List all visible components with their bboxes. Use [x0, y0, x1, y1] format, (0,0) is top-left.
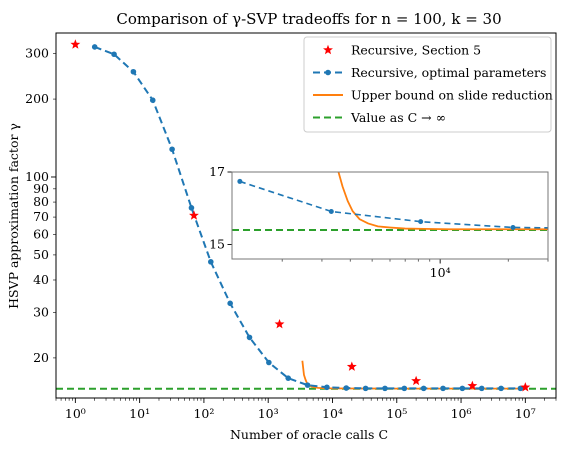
- optimal-point: [149, 97, 156, 104]
- legend-label: Recursive, optimal parameters: [351, 65, 546, 80]
- optimal-point: [343, 385, 350, 391]
- section5-point: [189, 210, 199, 220]
- y-tick-label: 70: [33, 209, 49, 224]
- legend-label: Value as C → ∞: [350, 110, 446, 125]
- y-tick-label: 90: [33, 181, 49, 196]
- y-tick-label: 80: [33, 194, 49, 209]
- legend-star-marker: [323, 44, 333, 55]
- inset-background: [232, 172, 548, 259]
- x-ticks: 10⁰ 10¹ 10² 10³ 10⁴ 10⁵ 10⁶ 10⁷: [55, 398, 557, 421]
- section5-point: [346, 361, 357, 371]
- inset-slide-bound-line: [337, 172, 548, 231]
- y-tick-label: 20: [33, 350, 49, 365]
- y-tick-label: 300: [25, 45, 49, 60]
- legend-entry: Upper bound on slide reduction: [313, 87, 553, 102]
- y-tick-label: 100: [25, 169, 49, 184]
- optimal-point: [362, 385, 369, 392]
- x-tick-label: 10³: [258, 406, 279, 421]
- optimal-point: [266, 359, 272, 366]
- optimal-point: [401, 385, 408, 392]
- section5-point: [70, 39, 81, 49]
- x-tick-label: 10⁴: [322, 406, 343, 421]
- inset-x-tick-label: 10⁴: [430, 265, 451, 280]
- inset-y-tick-label: 15: [209, 237, 225, 252]
- inset-optimal-point: [510, 224, 516, 230]
- optimal-point: [459, 385, 466, 392]
- legend-dot-marker: [325, 69, 331, 76]
- optimal-point: [130, 68, 137, 75]
- inset-optimal-line: [239, 180, 548, 229]
- x-tick-label: 10⁷: [515, 406, 536, 421]
- optimal-point: [478, 385, 485, 392]
- y-tick-label: 30: [33, 304, 49, 319]
- section5-point: [467, 380, 478, 391]
- series-optimal-line: [94, 46, 521, 390]
- y-tick-label: 200: [25, 91, 49, 106]
- optimal-point: [169, 146, 175, 153]
- y-axis-label: HSVP approximation factor γ: [6, 123, 21, 309]
- chart-title: Comparison of γ-SVP tradeoffs for n = 10…: [116, 10, 501, 28]
- plot-frame: [55, 32, 557, 399]
- inset-optimal-point: [328, 209, 334, 215]
- inset-y-tick-label: 17: [209, 164, 225, 179]
- optimal-point: [91, 44, 98, 50]
- x-tick-label: 10⁶: [451, 406, 472, 421]
- x-tick-label: 10²: [193, 406, 214, 421]
- legend: Recursive, Section 5 Recursive, optimal p…: [303, 36, 553, 133]
- main-series: [56, 39, 556, 392]
- optimal-point: [324, 384, 330, 391]
- inset-optimal-point: [418, 219, 424, 225]
- optimal-point: [111, 51, 117, 58]
- inset-series: [232, 172, 548, 231]
- y-tick-label: 40: [33, 272, 49, 287]
- optimal-point: [227, 300, 233, 307]
- legend-label: Recursive, Section 5: [351, 42, 481, 57]
- inset-frame: [231, 171, 549, 260]
- x-tick-label: 10¹: [129, 406, 150, 421]
- main-plot: 10⁰ 10¹ 10² 10³ 10⁴ 10⁵ 10⁶ 10⁷ 20 30 40 50 60 708090…: [25, 32, 557, 421]
- y-tick-label: 60: [33, 226, 49, 241]
- section5-point: [520, 382, 531, 392]
- y-tick-label: 50: [33, 247, 49, 262]
- optimal-point: [208, 259, 214, 265]
- optimal-point: [420, 385, 427, 392]
- inset-plot: 10⁴ 15 17: [209, 164, 549, 280]
- section5-point: [411, 375, 422, 386]
- x-axis-label: Number of oracle calls C: [230, 427, 388, 442]
- legend-entry: Value as C → ∞: [313, 110, 446, 125]
- optimal-point: [440, 385, 446, 392]
- optimal-point: [188, 205, 195, 211]
- optimal-point: [285, 375, 292, 381]
- optimal-point: [304, 382, 311, 388]
- legend-label: Upper bound on slide reduction: [351, 87, 553, 102]
- legend-entry: Recursive, optimal parameters: [313, 65, 546, 80]
- legend-entry: Recursive, Section 5: [323, 42, 481, 57]
- optimal-point: [246, 334, 253, 341]
- legend-box: [303, 36, 552, 133]
- inset-optimal-point: [237, 178, 243, 184]
- optimal-point: [517, 385, 524, 392]
- x-tick-label: 10⁰: [65, 406, 86, 421]
- optimal-point: [382, 385, 388, 392]
- optimal-point: [498, 385, 504, 392]
- section5-point: [274, 318, 285, 329]
- x-tick-label: 10⁵: [386, 406, 407, 421]
